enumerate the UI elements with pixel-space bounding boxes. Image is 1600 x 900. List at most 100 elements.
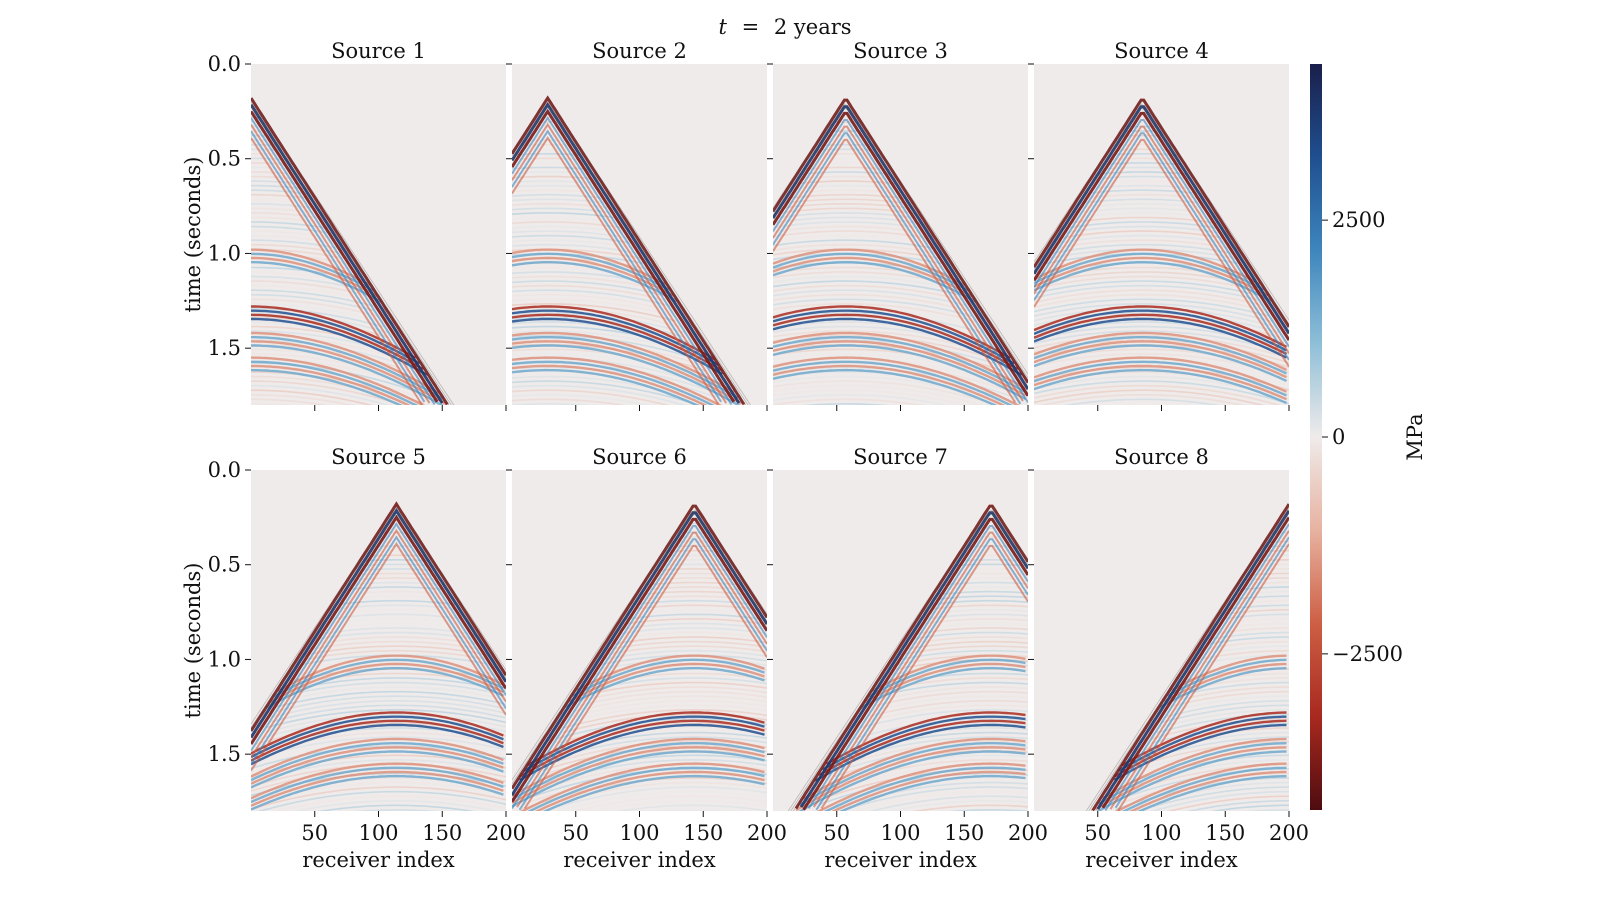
reflection-texture-line — [317, 627, 476, 636]
direct-wave-arrival — [812, 531, 1028, 808]
panel-source-6: Source 6 50 100 150 200 receiver index — [506, 445, 787, 872]
reflection-texture-line — [1176, 681, 1289, 697]
reflection-band — [773, 309, 1015, 365]
reflection-band — [251, 360, 419, 405]
reflection-texture-line — [1034, 307, 1274, 328]
head-wave-line — [1090, 511, 1289, 811]
reflection-band — [527, 766, 765, 811]
direct-wave-arrival — [251, 97, 449, 405]
reflection-band — [273, 658, 504, 698]
head-wave-line — [512, 505, 767, 781]
x-tick-label: 200 — [486, 821, 526, 845]
reflection-band — [1034, 252, 1265, 291]
reflection-texture-line — [251, 371, 425, 405]
direct-wave-arrival — [512, 95, 746, 405]
reflection-band — [251, 750, 504, 789]
reflection-texture-line — [512, 384, 687, 405]
reflection-band — [1034, 344, 1287, 383]
direct-wave-arrival — [516, 531, 767, 808]
reflection-texture-line — [1034, 284, 1259, 301]
reflection-texture-line — [286, 677, 506, 692]
reflection-texture-line — [512, 162, 589, 166]
x-tick-label: 50 — [1084, 821, 1111, 845]
reflection-texture-line — [251, 275, 364, 291]
reflection-band — [839, 774, 1026, 811]
reflection-band — [512, 256, 674, 297]
reflection-band — [512, 313, 723, 372]
head-wave-line — [512, 97, 751, 405]
reflection-texture-line — [251, 316, 389, 339]
reflection-band — [251, 368, 403, 405]
head-wave-line — [251, 515, 506, 732]
reflection-band — [773, 356, 1020, 405]
reflection-band — [773, 364, 1006, 405]
direct-wave-arrival — [1034, 98, 1289, 328]
reflection-texture-line — [888, 800, 1028, 811]
colorbar-strip — [1310, 64, 1322, 810]
direct-wave-arrival — [251, 501, 506, 732]
direct-wave-arrival — [773, 105, 1028, 390]
reflection-texture-line — [251, 321, 395, 345]
reflection-texture-line — [773, 221, 922, 229]
reflection-texture-line — [552, 731, 767, 755]
reflection-texture-line — [1202, 640, 1289, 651]
reflection-texture-line — [1151, 718, 1289, 740]
reflection-texture-line — [542, 740, 767, 767]
reflection-texture-line — [1222, 609, 1289, 616]
reflection-band — [512, 737, 765, 798]
reflection-band — [576, 654, 765, 692]
y-tick-label: 1.0 — [208, 241, 241, 265]
reflection-band — [564, 667, 765, 709]
reflection-texture-line — [910, 631, 1028, 641]
colorbar-ticks: 2500 0 −2500 — [1322, 208, 1403, 666]
reflection-band — [1137, 775, 1287, 811]
reflection-texture-line — [1135, 745, 1289, 772]
wavefield-traces — [251, 97, 455, 450]
reflection-band — [816, 762, 1026, 811]
reflection-texture-line — [542, 745, 767, 772]
direct-wave-arrival — [1034, 111, 1289, 341]
panel-axes — [506, 63, 768, 411]
direct-wave-arrival — [1034, 132, 1289, 361]
y-tick-label: 0.5 — [208, 147, 241, 171]
direct-wave-arrival — [518, 538, 767, 811]
reflection-texture-line — [1069, 216, 1218, 225]
reflection-band — [512, 248, 666, 286]
direct-wave-arrival — [802, 517, 1028, 811]
reflection-band — [1034, 356, 1287, 393]
reflection-texture-line — [773, 293, 967, 311]
reflection-texture-line — [773, 353, 1008, 383]
reflection-texture-line — [618, 627, 767, 635]
reflection-texture-line — [910, 636, 1028, 645]
reflection-band — [251, 766, 504, 804]
reflection-texture-line — [562, 708, 767, 729]
reflection-texture-line — [251, 408, 450, 450]
reflection-texture-line — [572, 795, 767, 811]
reflection-texture-line — [547, 736, 767, 761]
panel-title: Source 8 — [1114, 445, 1209, 469]
reflection-texture-line — [293, 800, 500, 811]
direct-wave-arrival — [1109, 530, 1289, 810]
reflection-texture-line — [312, 640, 481, 650]
colorbar-tick-label: 2500 — [1332, 208, 1385, 232]
reflection-texture-line — [941, 586, 1028, 591]
reflection-texture-line — [773, 230, 927, 239]
head-wave-line — [512, 104, 746, 405]
reflection-texture-line — [1115, 777, 1289, 811]
reflection-texture-line — [512, 403, 591, 405]
reflection-texture-line — [291, 672, 502, 686]
reflection-texture-line — [1145, 727, 1289, 751]
reflection-texture-line — [1263, 545, 1289, 548]
wavefield-traces — [251, 501, 506, 811]
reflection-texture-line — [1140, 740, 1289, 766]
reflection-texture-line — [317, 804, 475, 811]
x-tick-label: 50 — [301, 821, 328, 845]
reflection-texture-line — [773, 216, 922, 225]
reflection-band — [825, 711, 1026, 766]
reflection-band — [822, 715, 1026, 771]
reflection-texture-line — [773, 384, 985, 405]
reflection-texture-line — [512, 207, 615, 214]
reflection-texture-line — [869, 695, 1028, 713]
head-wave-line — [512, 101, 749, 405]
reflection-texture-line — [251, 736, 506, 761]
